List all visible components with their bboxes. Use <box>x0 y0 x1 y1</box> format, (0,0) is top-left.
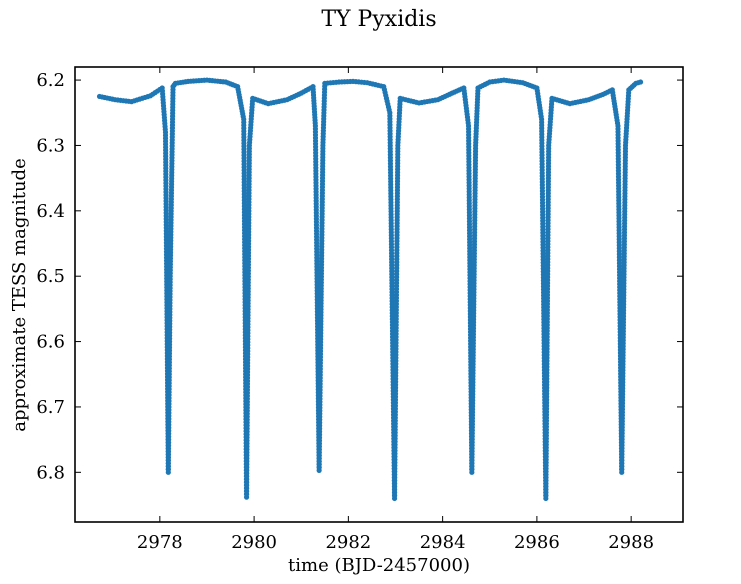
x-tick-label: 2984 <box>420 532 466 553</box>
y-axis-label: approximate TESS magnitude <box>9 158 30 431</box>
plot-frame <box>74 66 684 523</box>
y-tick-label: 6.6 <box>36 332 65 353</box>
y-tick-label: 6.4 <box>36 201 65 222</box>
y-tick-label: 6.7 <box>36 397 65 418</box>
x-tick-label: 2980 <box>231 532 277 553</box>
x-tick-label: 2978 <box>137 532 183 553</box>
x-tick-label: 2986 <box>514 532 560 553</box>
chart-title: TY Pyxidis <box>321 7 436 32</box>
ticks-layer: 2978 2980 2982 2984 2986 2988 6.2 6.3 6.4 6.5 6.6 6… <box>36 67 683 553</box>
data-point <box>637 79 644 85</box>
points-layer <box>96 77 644 502</box>
y-tick-label: 6.2 <box>36 70 65 91</box>
x-axis-label: time (BJD-2457000) <box>288 555 470 576</box>
y-tick-label: 6.3 <box>36 135 65 156</box>
y-tick-label: 6.5 <box>36 266 65 287</box>
x-tick-label: 2982 <box>325 532 371 553</box>
x-tick-label: 2988 <box>608 532 654 553</box>
y-tick-label: 6.8 <box>36 462 65 483</box>
